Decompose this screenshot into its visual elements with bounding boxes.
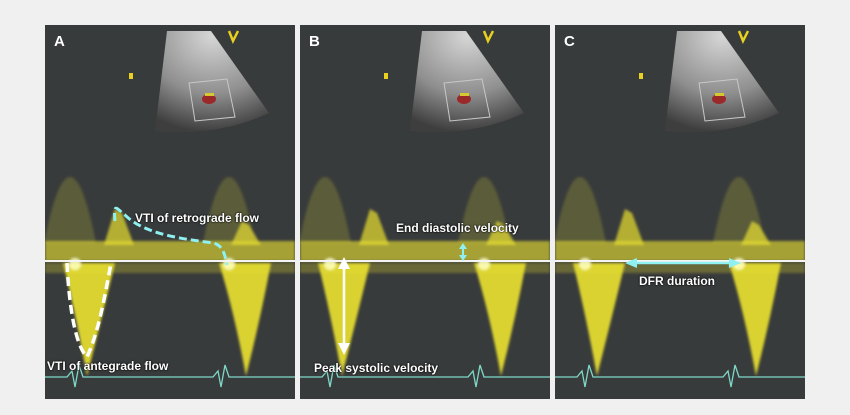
panel-a: A VTI of retrograde flow VTI of antegrad… <box>45 25 295 399</box>
bright-spot-2 <box>223 258 235 270</box>
bright-spot-1 <box>579 258 591 270</box>
end-diastolic-velocity-label: End diastolic velocity <box>396 221 519 235</box>
retrograde-peak-2 <box>231 221 261 245</box>
ultrasound-sector <box>410 31 524 133</box>
forward-flow-band <box>45 241 295 261</box>
depth-marker <box>384 73 388 79</box>
dfr-duration-arrow-head-right <box>729 258 741 268</box>
ecg-trace <box>555 364 805 388</box>
end-diastolic-arrow-head-top <box>459 243 467 249</box>
antegrade-envelope-2 <box>729 263 781 376</box>
antegrade-envelope-2 <box>474 263 526 376</box>
retrograde-peak-1 <box>614 209 644 245</box>
end-diastolic-arrow-head-bottom <box>459 255 467 261</box>
peak-systolic-velocity-label: Peak systolic velocity <box>314 361 439 375</box>
doppler-spectrum <box>45 177 295 376</box>
dfr-duration-arrow-head-left <box>625 258 637 268</box>
bright-spot-1 <box>69 258 81 270</box>
probe-marker <box>227 30 240 45</box>
sample-volume-box <box>188 78 236 122</box>
dfr-duration-label: DFR duration <box>639 274 715 288</box>
sample-gate-marker <box>205 93 214 96</box>
panel-c: C DFR duration <box>555 25 805 399</box>
panel-a-image <box>45 30 295 388</box>
retrograde-peak-1 <box>359 209 389 245</box>
panel-c-image <box>555 30 805 388</box>
vti-antegrade-label: VTI of antegrade flow <box>47 359 169 373</box>
antegrade-envelope-2 <box>219 263 271 376</box>
color-flow-spot <box>457 94 471 104</box>
bright-spot-1 <box>324 258 336 270</box>
panel-a-letter: A <box>54 33 65 50</box>
ultrasound-sector <box>665 31 779 133</box>
antegrade-envelope-1 <box>63 263 115 376</box>
systolic-haze-1 <box>300 177 351 243</box>
retrograde-peak-2 <box>741 221 771 245</box>
systolic-haze-1 <box>555 177 606 243</box>
antegrade-flow-tracing <box>65 262 113 361</box>
panel-b-letter: B <box>309 33 320 50</box>
reverse-flow-band <box>300 263 550 273</box>
ecg-trace <box>300 364 550 388</box>
retrograde-peak-2 <box>486 221 516 245</box>
sample-gate-marker <box>715 93 724 96</box>
doppler-spectrum <box>555 177 805 376</box>
ultrasound-sector <box>155 31 269 133</box>
systolic-haze-1 <box>45 177 96 243</box>
depth-marker <box>129 73 133 79</box>
sample-volume-box <box>698 78 746 122</box>
retrograde-flow-tracing <box>113 206 229 266</box>
depth-marker <box>639 73 643 79</box>
retrograde-peak-1 <box>104 209 134 245</box>
sample-volume-box <box>443 78 491 122</box>
bright-spot-2 <box>478 258 490 270</box>
panel-c-letter: C <box>564 33 575 50</box>
panel-b: B End diastolic velocity Peak systolic v… <box>300 25 550 399</box>
probe-marker <box>737 30 750 45</box>
antegrade-envelope-1 <box>573 263 625 376</box>
forward-flow-band <box>555 241 805 261</box>
reverse-flow-band <box>45 263 295 273</box>
sample-gate-marker <box>460 93 469 96</box>
ecg-trace <box>45 364 295 388</box>
color-flow-spot <box>202 94 216 104</box>
peak-systolic-arrow-head-bottom <box>338 343 350 355</box>
doppler-spectrum <box>300 177 550 376</box>
forward-flow-band <box>300 241 550 261</box>
reverse-flow-band <box>555 263 805 273</box>
panel-b-image <box>300 30 550 388</box>
vti-retrograde-label: VTI of retrograde flow <box>135 211 260 225</box>
color-flow-spot <box>712 94 726 104</box>
peak-systolic-arrow-head-top <box>338 257 350 269</box>
probe-marker <box>482 30 495 45</box>
